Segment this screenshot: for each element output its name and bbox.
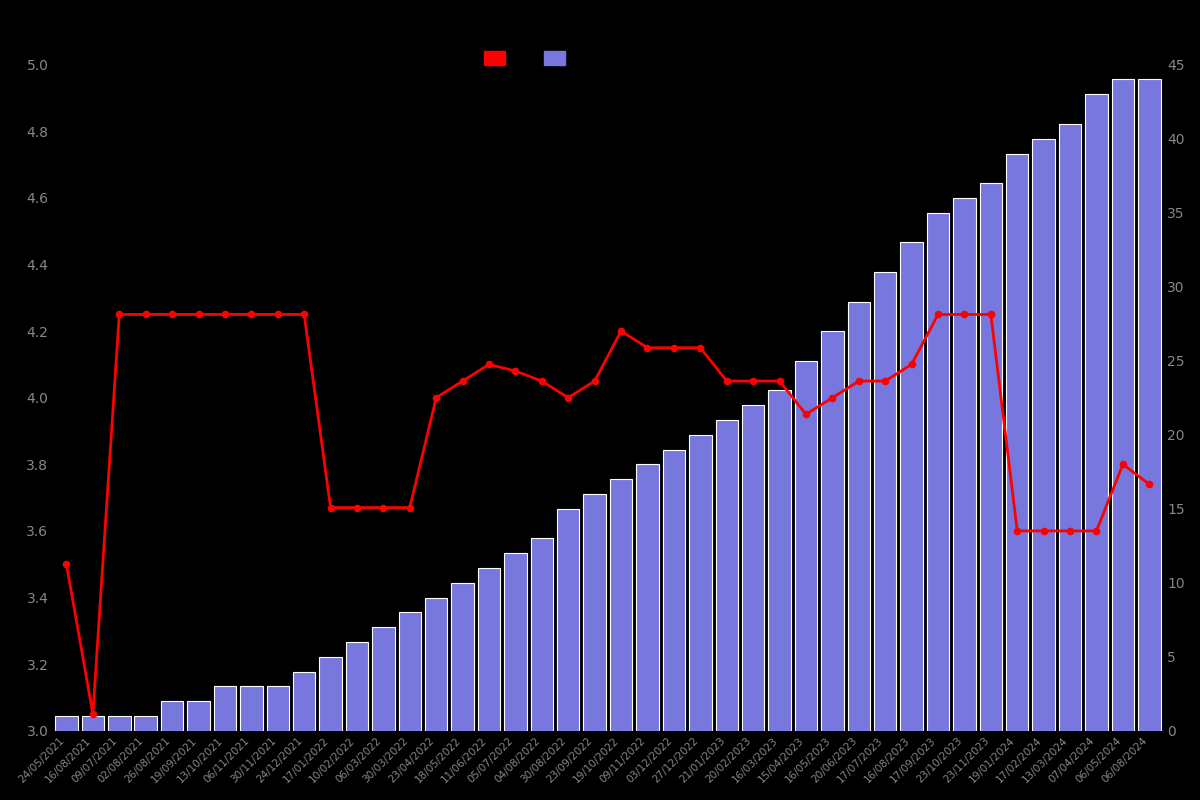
Point	[744, 374, 763, 387]
Bar	[108, 716, 131, 730]
Bar	[425, 598, 448, 730]
Point	[1114, 458, 1133, 470]
Bar	[372, 627, 395, 730]
Point	[559, 391, 578, 404]
Point	[823, 391, 842, 404]
Bar	[715, 420, 738, 730]
Point	[1140, 478, 1159, 490]
Point	[215, 308, 234, 321]
Point	[188, 308, 208, 321]
Point	[797, 408, 816, 421]
Point	[109, 308, 128, 321]
Bar	[689, 434, 712, 730]
Bar	[530, 538, 553, 730]
Point	[320, 502, 340, 514]
Point	[691, 342, 710, 354]
Bar	[504, 553, 527, 730]
Point	[83, 708, 102, 721]
Point	[427, 391, 446, 404]
Bar	[293, 671, 316, 730]
Point	[876, 374, 895, 387]
Point	[454, 374, 473, 387]
Bar	[1138, 79, 1160, 730]
Bar	[794, 361, 817, 730]
Bar	[82, 716, 104, 730]
Point	[136, 308, 155, 321]
Bar	[478, 568, 500, 730]
Bar	[662, 450, 685, 730]
Bar	[240, 686, 263, 730]
Point	[929, 308, 948, 321]
Bar	[134, 716, 157, 730]
Bar	[979, 183, 1002, 730]
Point	[1061, 525, 1080, 538]
Bar	[161, 701, 184, 730]
Point	[1034, 525, 1054, 538]
Bar	[768, 390, 791, 730]
Point	[241, 308, 260, 321]
Point	[347, 502, 366, 514]
Bar	[266, 686, 289, 730]
Bar	[55, 716, 78, 730]
Point	[638, 342, 658, 354]
Bar	[319, 657, 342, 730]
Bar	[1032, 138, 1055, 730]
Bar	[214, 686, 236, 730]
Bar	[583, 494, 606, 730]
Point	[400, 502, 419, 514]
Legend: , : ,	[479, 45, 582, 71]
Point	[162, 308, 181, 321]
Point	[586, 374, 605, 387]
Point	[56, 558, 76, 570]
Bar	[742, 405, 764, 730]
Bar	[1058, 124, 1081, 730]
Bar	[1006, 154, 1028, 730]
Bar	[398, 612, 421, 730]
Point	[506, 365, 526, 378]
Bar	[346, 642, 368, 730]
Bar	[1111, 79, 1134, 730]
Bar	[1085, 94, 1108, 730]
Point	[268, 308, 287, 321]
Point	[902, 358, 922, 371]
Bar	[874, 272, 896, 730]
Bar	[847, 302, 870, 730]
Point	[1008, 525, 1027, 538]
Bar	[451, 582, 474, 730]
Point	[533, 374, 552, 387]
Point	[850, 374, 869, 387]
Bar	[953, 198, 976, 730]
Bar	[557, 509, 580, 730]
Bar	[187, 701, 210, 730]
Bar	[900, 242, 923, 730]
Point	[718, 374, 737, 387]
Point	[665, 342, 684, 354]
Point	[373, 502, 392, 514]
Bar	[926, 213, 949, 730]
Point	[294, 308, 313, 321]
Point	[480, 358, 499, 371]
Point	[1087, 525, 1106, 538]
Bar	[610, 479, 632, 730]
Point	[982, 308, 1001, 321]
Point	[612, 325, 631, 338]
Bar	[821, 331, 844, 730]
Point	[955, 308, 974, 321]
Point	[770, 374, 790, 387]
Bar	[636, 464, 659, 730]
